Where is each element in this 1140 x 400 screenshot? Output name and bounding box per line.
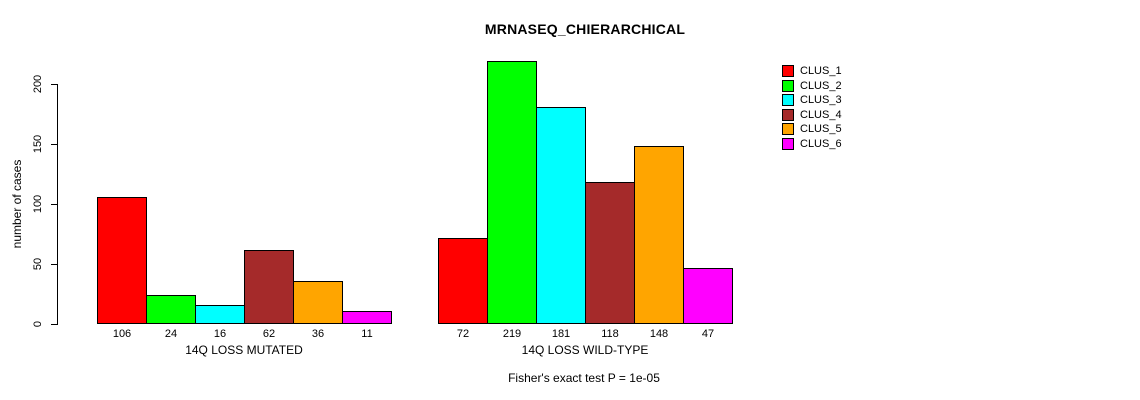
bar-clus_4-mutated bbox=[244, 249, 294, 324]
bar-clus_6-wild-type bbox=[683, 267, 733, 324]
y-axis-tick-label: 150 bbox=[32, 134, 44, 154]
legend-swatch-icon bbox=[782, 108, 794, 121]
bar-count-label: 219 bbox=[502, 328, 522, 340]
y-axis-tick-label: 50 bbox=[32, 257, 44, 271]
legend-swatch-icon bbox=[782, 137, 794, 150]
bar-clus_1-wild-type bbox=[438, 237, 488, 324]
y-axis-tick-label: 0 bbox=[32, 320, 44, 328]
bar-clus_2-mutated bbox=[146, 295, 196, 324]
legend-label: CLUS_1 bbox=[800, 65, 842, 77]
y-axis-tick-label: 100 bbox=[32, 194, 44, 214]
bar-count-label: 106 bbox=[112, 328, 132, 340]
legend-label: CLUS_6 bbox=[800, 137, 842, 150]
legend-label: CLUS_5 bbox=[800, 123, 842, 135]
y-axis-tick-label: 200 bbox=[32, 74, 44, 94]
group-label-mutated: 14Q LOSS MUTATED bbox=[185, 343, 303, 357]
bar-clus_5-wild-type bbox=[634, 146, 684, 324]
bar-clus_3-wild-type bbox=[536, 106, 586, 324]
bar-clus_5-mutated bbox=[293, 280, 343, 324]
bar-clus_1-mutated bbox=[97, 196, 147, 324]
bar-count-label: 148 bbox=[649, 328, 669, 340]
y-axis-tick bbox=[51, 83, 57, 85]
bar-count-label: 16 bbox=[213, 328, 227, 340]
y-axis-tick bbox=[51, 263, 57, 265]
legend-swatch-icon bbox=[782, 123, 794, 135]
bar-count-label: 62 bbox=[262, 328, 276, 340]
bar-count-label: 181 bbox=[551, 328, 571, 340]
fisher-test-annotation: Fisher's exact test P = 1e-05 bbox=[508, 371, 660, 385]
y-axis-title: number of cases bbox=[10, 159, 24, 249]
bar-count-label: 118 bbox=[601, 328, 619, 340]
bar-clus_3-mutated bbox=[195, 304, 245, 324]
bar-clus_4-wild-type bbox=[585, 182, 635, 324]
bar-count-label: 47 bbox=[701, 328, 715, 340]
legend-label: CLUS_4 bbox=[800, 108, 842, 121]
y-axis-tick bbox=[51, 143, 57, 145]
bar-count-label: 36 bbox=[311, 328, 325, 340]
legend-swatch-icon bbox=[782, 79, 794, 92]
group-label-wild-type: 14Q LOSS WILD-TYPE bbox=[521, 343, 649, 357]
legend-swatch-icon bbox=[782, 94, 794, 106]
bar-clus_6-mutated bbox=[342, 310, 392, 324]
bar-count-label: 24 bbox=[164, 328, 178, 340]
y-axis-tick bbox=[51, 203, 57, 205]
y-axis-tick bbox=[51, 323, 57, 325]
legend-label: CLUS_2 bbox=[800, 79, 842, 92]
y-axis-line bbox=[57, 84, 58, 325]
bar-count-label: 72 bbox=[456, 328, 470, 340]
bar-clus_2-wild-type bbox=[487, 61, 537, 324]
legend-label: CLUS_3 bbox=[800, 94, 842, 106]
bar-count-label: 11 bbox=[361, 328, 373, 340]
chart-title: MRNASEQ_CHIERARCHICAL bbox=[484, 21, 686, 37]
legend-swatch-icon bbox=[782, 65, 794, 77]
